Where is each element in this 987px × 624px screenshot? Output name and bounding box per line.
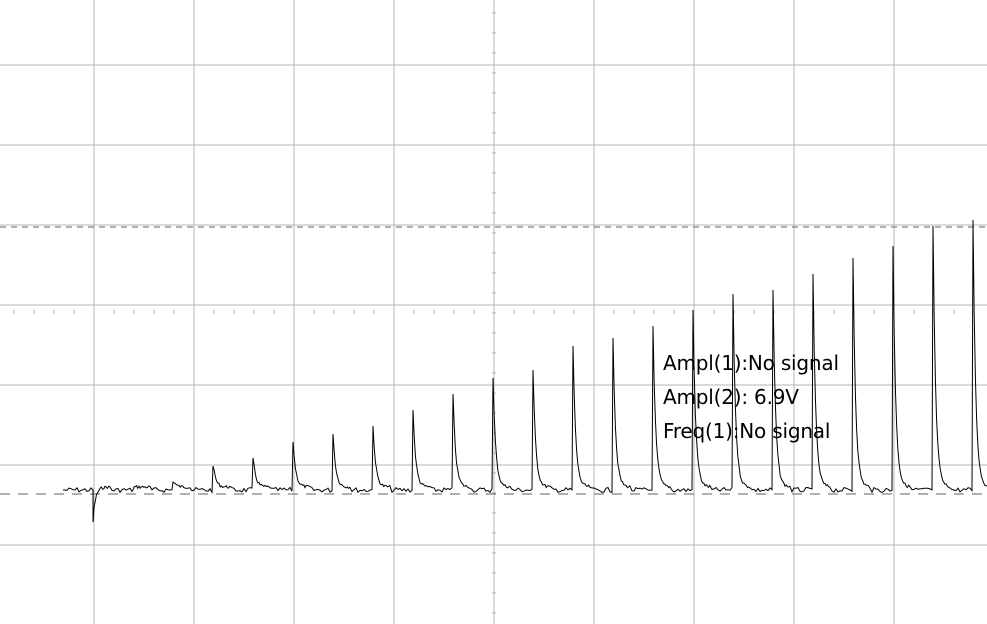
level-cursors: [0, 226, 987, 495]
freq-1-readout: Freq(1):No signal: [663, 419, 831, 443]
channel-2-trace: [63, 219, 987, 523]
ampl-2-readout: Ampl(2): 6.9V: [663, 385, 799, 409]
ampl-1-readout: Ampl(1):No signal: [663, 351, 839, 375]
